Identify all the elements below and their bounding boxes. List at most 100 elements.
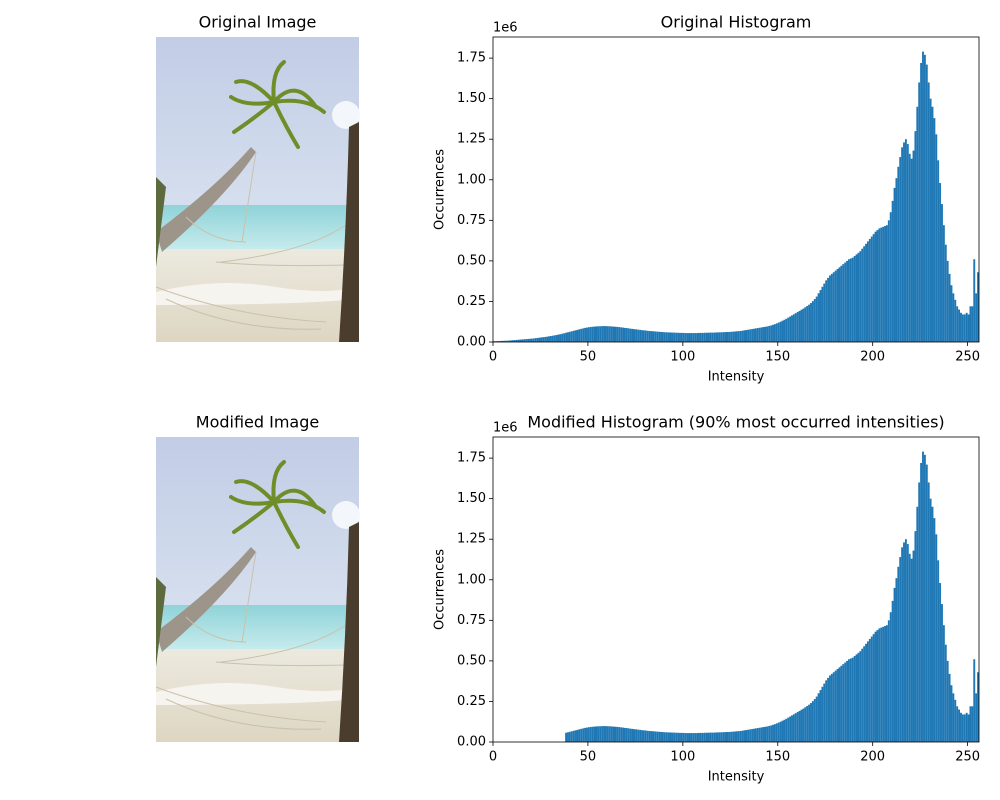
bar <box>838 267 841 342</box>
bar <box>679 732 681 742</box>
bar <box>580 328 583 342</box>
bar <box>895 578 898 742</box>
bar <box>929 498 932 742</box>
bar <box>931 506 934 742</box>
bar <box>703 732 706 742</box>
bar <box>889 612 892 742</box>
bar <box>631 328 634 342</box>
bar <box>654 331 657 342</box>
bar <box>775 723 778 742</box>
bar <box>834 670 837 742</box>
bar <box>574 730 577 742</box>
bar <box>551 335 554 342</box>
bar <box>745 729 748 742</box>
bar <box>918 82 921 342</box>
bar <box>789 316 792 342</box>
bar <box>895 178 898 342</box>
bar <box>880 627 883 742</box>
bar <box>848 659 850 742</box>
image-title: Original Image <box>199 13 317 32</box>
x-tick-label: 50 <box>580 750 597 765</box>
bar <box>698 732 700 742</box>
bar <box>635 729 638 742</box>
bar <box>713 332 716 342</box>
bar <box>929 98 932 343</box>
bar <box>798 710 801 742</box>
bar <box>802 308 805 342</box>
bar <box>667 332 670 342</box>
bar <box>620 327 623 342</box>
bar <box>912 550 915 742</box>
bar <box>819 690 822 742</box>
y-tick-label: 1.00 <box>457 172 486 187</box>
bar <box>958 309 961 342</box>
bar <box>504 340 507 342</box>
bar <box>648 730 651 742</box>
bar <box>690 333 693 342</box>
bar <box>606 726 609 742</box>
bar <box>882 626 885 742</box>
bar <box>730 331 733 342</box>
bar <box>941 204 943 342</box>
bar <box>530 338 533 342</box>
bar <box>861 648 864 742</box>
bar <box>874 231 877 342</box>
bar <box>623 727 626 742</box>
bar <box>639 729 642 742</box>
bar <box>736 731 738 742</box>
bar <box>582 728 585 742</box>
y-offset-label: 1e6 <box>493 21 518 36</box>
x-tick-label: 50 <box>580 350 597 365</box>
bar <box>521 339 524 342</box>
bar <box>601 726 604 742</box>
bar <box>937 560 940 742</box>
bar <box>918 482 921 742</box>
bar <box>580 728 583 742</box>
bar <box>567 732 569 742</box>
bar <box>764 726 767 742</box>
bar <box>732 731 735 742</box>
bar <box>971 306 974 342</box>
bar <box>870 236 873 342</box>
bar <box>696 733 699 742</box>
x-tick-label: 150 <box>765 350 790 365</box>
bar <box>616 326 619 342</box>
bar <box>517 339 520 342</box>
x-tick-label: 0 <box>489 750 497 765</box>
image-modified <box>154 435 362 744</box>
bar <box>908 553 911 742</box>
bar <box>696 333 699 342</box>
bar <box>652 331 655 342</box>
bar <box>804 707 807 742</box>
bar <box>925 64 928 343</box>
bar <box>952 693 955 742</box>
bar <box>779 721 782 742</box>
bar <box>639 329 642 342</box>
bar <box>610 726 613 742</box>
bar <box>540 337 543 342</box>
bar <box>920 462 923 742</box>
bar <box>775 323 778 342</box>
bar <box>532 338 535 342</box>
bar <box>885 225 888 342</box>
x-tick-label: 0 <box>489 350 497 365</box>
bar <box>838 667 841 742</box>
bar <box>931 106 934 342</box>
bar <box>593 726 596 742</box>
bar <box>772 724 774 742</box>
bar <box>889 212 892 342</box>
bar <box>887 220 890 342</box>
bar <box>897 166 900 342</box>
x-tick-label: 250 <box>955 350 980 365</box>
bar <box>952 293 955 342</box>
bar <box>777 322 780 342</box>
y-tick-label: 0.50 <box>457 653 486 668</box>
bar <box>827 677 830 742</box>
bar <box>815 696 818 742</box>
bar <box>893 587 896 742</box>
bar <box>954 699 957 742</box>
bar <box>705 732 708 742</box>
bar <box>787 717 790 742</box>
bar <box>633 329 636 342</box>
bar <box>675 332 678 342</box>
